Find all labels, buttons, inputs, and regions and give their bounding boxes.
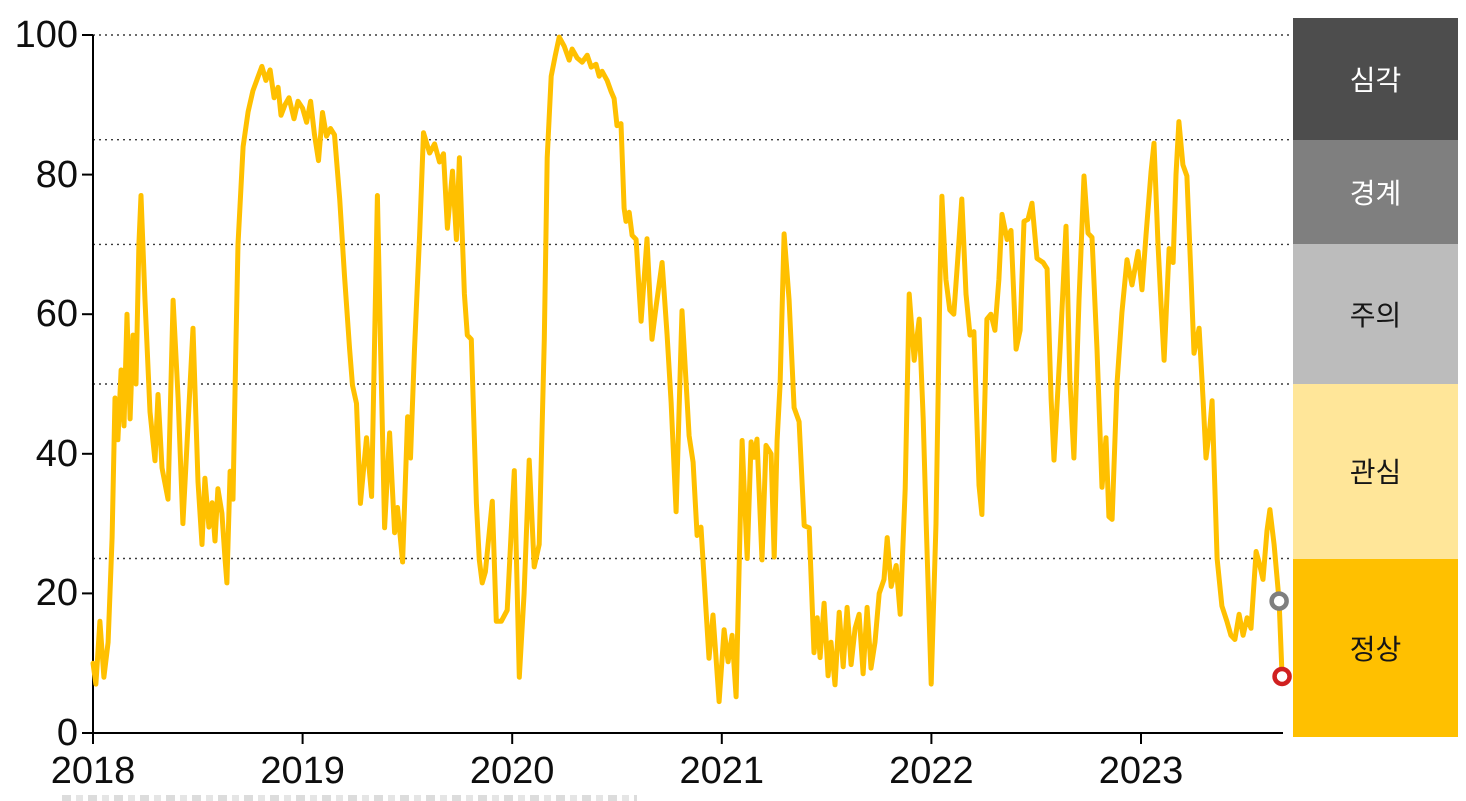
y-tick-label: 60 [35,293,78,336]
x-tick-label: 2022 [889,750,974,792]
risk-band-alert: 경계 [1293,139,1458,245]
risk-band-severe: 심각 [1293,18,1458,140]
x-tick-label: 2018 [50,750,136,792]
cropped-source-text [62,795,637,801]
x-tick-label: 2023 [1098,750,1184,792]
risk-band-normal: 정상 [1293,558,1458,737]
risk-band-caution: 주의 [1293,244,1458,384]
x-tick-label: 2021 [679,750,765,792]
y-tick-label: 0 [56,712,78,754]
y-tick-label: 80 [35,153,78,196]
y-tick-label: 40 [35,432,78,475]
y-tick-label: 100 [14,14,78,56]
risk-band-attention: 관심 [1293,384,1458,559]
axes [82,34,1283,744]
risk-level-legend: 심각 경계 주의 관심 정상 [1293,18,1458,737]
y-tick-label: 20 [35,572,78,615]
risk-index-line [90,34,1285,705]
x-tick-label: 2019 [260,750,345,792]
gridlines [93,34,1290,560]
x-tick-label: 2020 [469,750,555,792]
endpoint-markers [1269,591,1292,687]
